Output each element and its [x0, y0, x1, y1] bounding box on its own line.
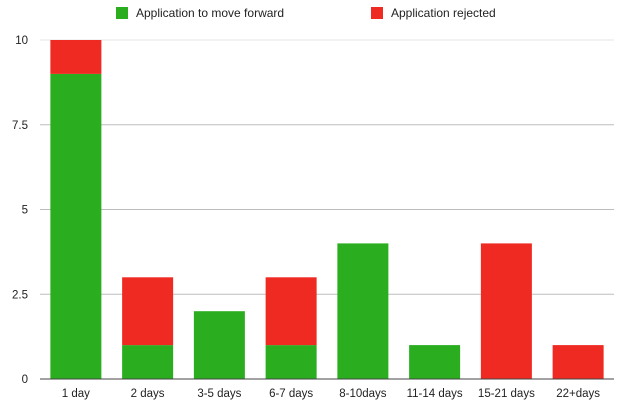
legend: Application to move forward Application … [0, 6, 625, 22]
x-tick-label: 1 day [62, 388, 90, 400]
x-tick-label: 8-10days [339, 388, 387, 400]
legend-label-forward: Application to move forward [136, 6, 285, 20]
bar-rejected [265, 277, 317, 346]
x-tick-label: 6-7 days [269, 388, 313, 400]
y-tick-label: 10 [15, 35, 28, 47]
y-tick-label: 7.5 [12, 120, 28, 132]
bar-rejected [552, 345, 604, 379]
bar-forward [193, 311, 245, 379]
bar-forward [337, 243, 389, 379]
x-tick-label: 11-14 days [407, 388, 463, 400]
bar-rejected [480, 243, 532, 379]
bar-rejected [122, 277, 174, 346]
x-axis-ticks: 1 day 2 days 3-5 days 6-7 days 8-10days 11-14… [62, 388, 600, 400]
y-tick-label: 2.5 [12, 289, 28, 301]
y-tick-label: 0 [22, 374, 28, 386]
legend-item-forward: Application to move forward [116, 6, 284, 20]
x-tick-label: 2 days [131, 388, 165, 400]
legend-swatch-forward [116, 7, 128, 19]
x-tick-label: 22+days [556, 388, 600, 400]
y-axis-ticks: 0 2.5 5 7.5 10 [12, 35, 28, 386]
legend-item-rejected: Application rejected [371, 6, 496, 20]
bar-forward [409, 345, 461, 379]
legend-label-rejected: Application rejected [391, 6, 496, 20]
bars [50, 40, 604, 380]
bar-rejected [50, 40, 102, 74]
legend-swatch-rejected [371, 7, 383, 19]
x-tick-label: 15-21 days [478, 388, 535, 400]
bar-forward [50, 73, 102, 380]
bar-forward [122, 345, 174, 379]
bar-forward [265, 345, 317, 379]
x-tick-label: 3-5 days [197, 388, 241, 400]
y-tick-label: 5 [22, 205, 28, 217]
